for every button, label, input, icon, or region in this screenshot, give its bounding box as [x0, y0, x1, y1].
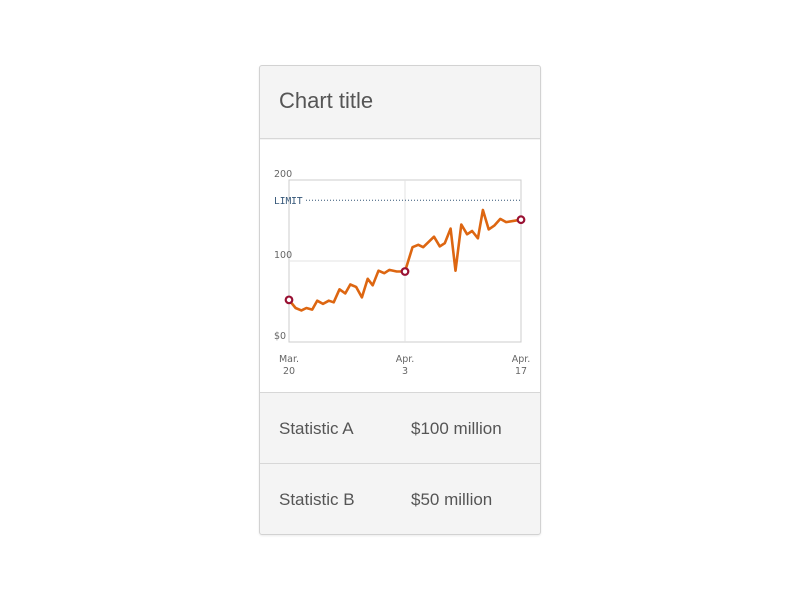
statistic-b-value: $50 million: [411, 490, 493, 509]
series-marker: [516, 215, 526, 225]
x-tick-date: 17: [515, 366, 527, 377]
chart-title: Chart title: [279, 88, 374, 113]
card-header: Chart title: [260, 66, 540, 139]
x-tick-date: 20: [283, 366, 295, 377]
y-tick-label: 100: [274, 250, 292, 261]
statistic-b-row: Statistic B $50 million: [260, 463, 540, 533]
statistic-a-row: Statistic A $100 million: [260, 392, 540, 462]
x-tick-month: Mar.: [279, 354, 299, 365]
statistic-a-label: Statistic A: [279, 419, 354, 438]
y-tick-label: 200: [274, 169, 292, 180]
x-tick-month: Apr.: [396, 354, 415, 365]
y-tick-label: $0: [274, 331, 286, 342]
statistic-a-value: $100 million: [411, 419, 502, 438]
chart-card: Chart title $0 100 200 Mar. 20 Apr. 3 Apr. 17 LIM…: [259, 65, 541, 535]
x-tick-month: Apr.: [512, 354, 531, 365]
x-tick-date: 3: [402, 366, 408, 377]
series-marker: [400, 267, 410, 276]
series-marker: [284, 295, 294, 305]
statistic-b-label: Statistic B: [279, 490, 355, 509]
limit-label: LIMIT: [274, 196, 303, 207]
chart-area: $0 100 200 Mar. 20 Apr. 3 Apr. 17 LIMIT: [260, 140, 540, 392]
